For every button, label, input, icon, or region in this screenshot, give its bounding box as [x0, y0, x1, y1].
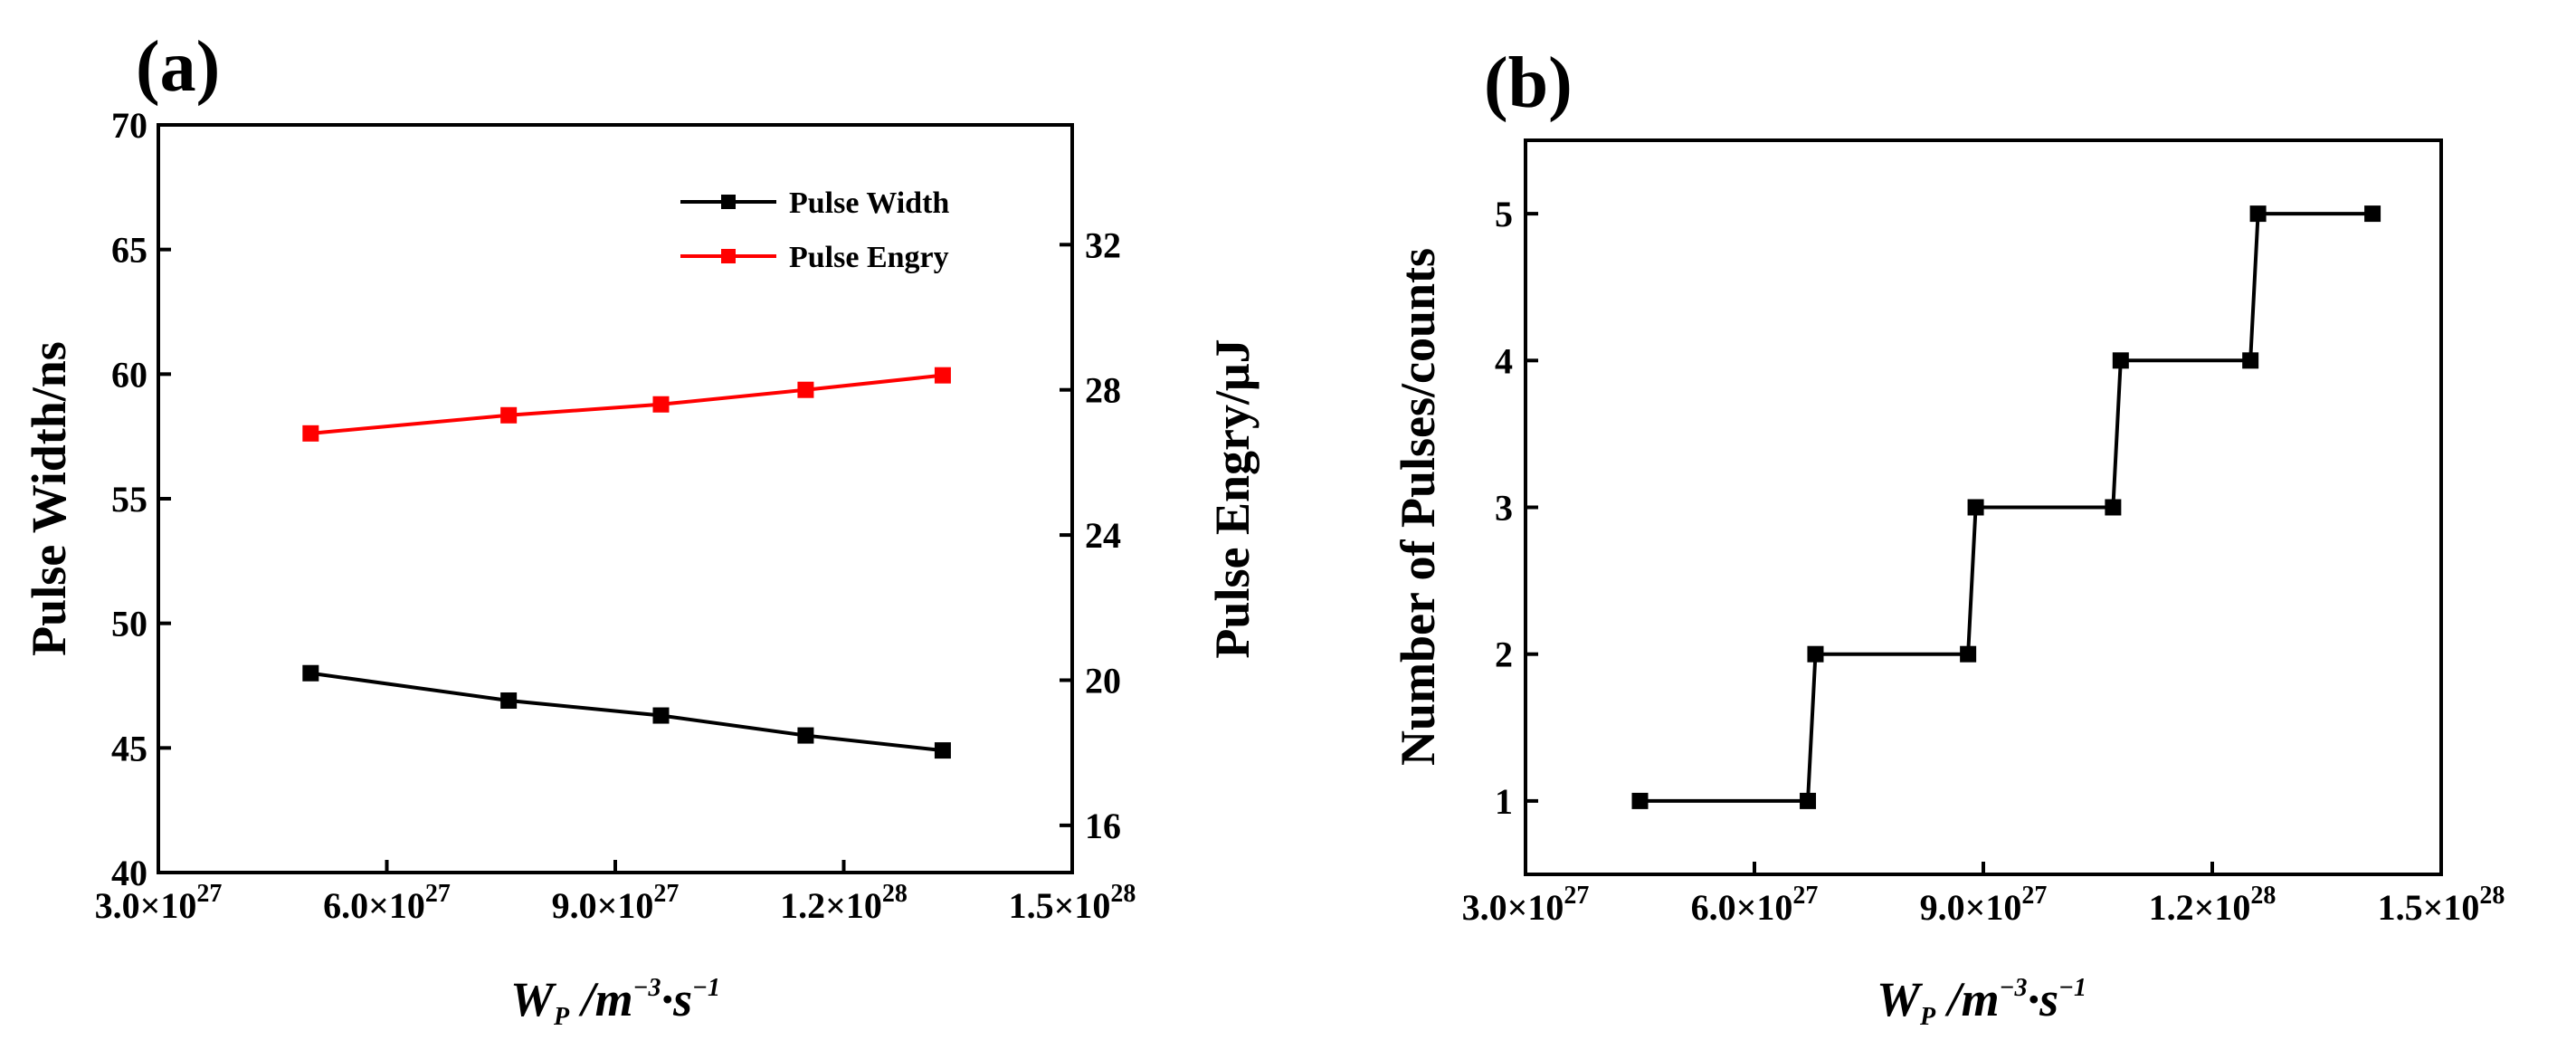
y-axis-label-right: Pulse Engry/μJ — [1205, 339, 1259, 658]
a-x-tick-label-2: 9.0×1027 — [552, 880, 680, 926]
b-series-point-1 — [1800, 792, 1817, 809]
b-x-tick-label-0: 3.0×1027 — [1462, 882, 1590, 928]
a-y-right-tick-label-4: 32 — [1085, 224, 1121, 265]
legend-marker-pulse-energy — [721, 249, 736, 263]
a-series-0-point-1 — [500, 692, 518, 710]
a-y-left-tick-label-0: 40 — [111, 853, 147, 893]
a-series-1-point-1 — [500, 406, 518, 424]
a-x-tick-label-0: 3.0×1027 — [95, 880, 223, 926]
a-series-1-point-4 — [934, 367, 951, 384]
panel-a: (a) 3.0×1027 6.0×1027 9.0×1027 1.2×1028 1.5×… — [22, 27, 1259, 1031]
b-series-point-9 — [2364, 205, 2381, 223]
b-x-tick-label-4: 1.5×1028 — [2378, 882, 2505, 928]
x-axis-label-b: WP /m−3·s−1 — [1877, 972, 2086, 1031]
a-y-right-tick-label-2: 24 — [1085, 515, 1121, 556]
b-series-point-7 — [2242, 352, 2259, 369]
a-series-0-point-3 — [797, 727, 814, 744]
b-y-tick-label-4: 5 — [1495, 194, 1513, 234]
b-series-point-2 — [1807, 645, 1824, 663]
b-y-tick-label-2: 3 — [1495, 488, 1513, 529]
a-y-right-tick-label-3: 28 — [1085, 370, 1121, 411]
a-series-0-point-0 — [302, 664, 319, 682]
y-axis-label-left: Pulse Width/ns — [22, 341, 76, 656]
a-series-0-point-2 — [652, 707, 670, 724]
x-axis-label-a: WP /m−3·s−1 — [510, 972, 720, 1031]
a-x-tick-label-4: 1.5×1028 — [1009, 880, 1136, 926]
a-y-right-tick-label-0: 16 — [1085, 806, 1121, 846]
a-y-left-tick-label-6: 70 — [111, 105, 147, 146]
a-series-1-point-0 — [302, 425, 319, 442]
b-series-point-6 — [2112, 352, 2129, 369]
panel-b: (b) 3.0×1027 6.0×1027 9.0×1027 1.2×1028 1.5×… — [1391, 43, 2505, 1031]
b-x-tick-label-3: 1.2×1028 — [2149, 882, 2277, 928]
legend-marker-pulse-width — [721, 195, 736, 209]
a-series-line-0 — [310, 671, 944, 753]
y-axis-label-b: Number of Pulses/counts — [1391, 248, 1445, 766]
legend: Pulse Width Pulse Engry — [680, 186, 949, 274]
legend-label-pulse-energy: Pulse Engry — [789, 241, 949, 274]
a-y-left-tick-label-1: 45 — [111, 728, 147, 768]
b-series-point-4 — [1967, 499, 1984, 516]
b-x-tick-label-1: 6.0×1027 — [1691, 882, 1819, 928]
panel-a-label: (a) — [136, 27, 220, 107]
a-y-left-tick-label-3: 55 — [111, 479, 147, 520]
a-y-left-tick-label-5: 65 — [111, 230, 147, 271]
a-series-0-point-4 — [934, 742, 951, 759]
b-y-tick-label-3: 4 — [1495, 340, 1513, 381]
b-y-tick-label-0: 1 — [1495, 781, 1513, 822]
b-series-line — [1640, 212, 2373, 803]
a-series-1-point-2 — [652, 396, 670, 413]
b-y-tick-label-1: 2 — [1495, 634, 1513, 675]
a-series-line-1 — [310, 373, 944, 435]
a-series-1-point-3 — [797, 381, 814, 398]
legend-label-pulse-width: Pulse Width — [789, 186, 949, 220]
panel-b-label: (b) — [1484, 43, 1573, 123]
b-series-point-3 — [1960, 645, 1977, 663]
a-y-right-tick-label-1: 20 — [1085, 660, 1121, 701]
a-x-tick-label-1: 6.0×1027 — [323, 880, 451, 926]
a-y-left-tick-label-4: 60 — [111, 354, 147, 395]
b-x-tick-label-2: 9.0×1027 — [1920, 882, 2048, 928]
panel-a-frame — [157, 123, 1074, 874]
b-series-point-8 — [2249, 205, 2267, 223]
a-x-tick-label-3: 1.2×1028 — [780, 880, 908, 926]
a-y-left-tick-label-2: 50 — [111, 604, 147, 644]
b-series-point-5 — [2105, 499, 2122, 516]
b-series-point-0 — [1631, 792, 1649, 809]
